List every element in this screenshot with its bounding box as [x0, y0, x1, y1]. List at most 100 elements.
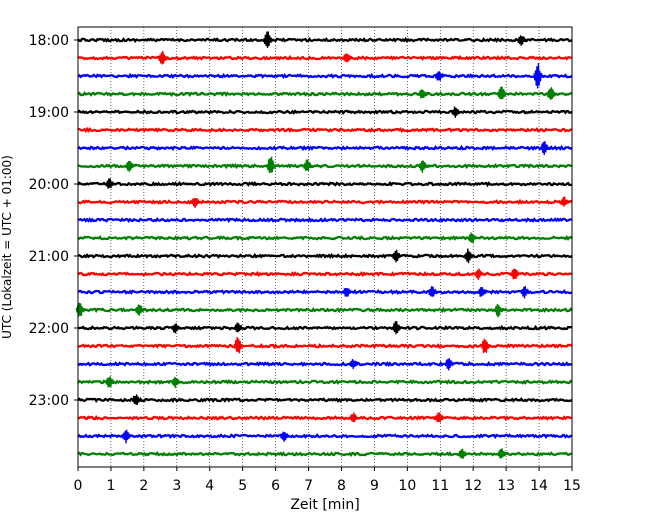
seismic-event [342, 53, 354, 63]
x-tick-label: 3 [172, 478, 181, 494]
trace-line [77, 163, 573, 170]
seismic-event [493, 303, 505, 318]
trace-row [75, 302, 573, 318]
trace-line [77, 415, 573, 422]
seismic-event [121, 429, 133, 444]
y-tick-label: 22:00 [29, 321, 69, 337]
seismic-event [157, 50, 169, 65]
y-tick-label: 18:00 [29, 33, 69, 49]
y-tick-label: 19:00 [29, 105, 69, 121]
trace-row [77, 141, 573, 156]
seismic-event [533, 62, 545, 89]
seismic-event [190, 198, 202, 208]
x-tick-label: 13 [497, 478, 515, 494]
trace-line [77, 235, 573, 242]
trace-row [77, 268, 573, 280]
trace-line [77, 144, 573, 152]
x-tick-label: 15 [563, 478, 581, 494]
y-axis: 18:00 19:00 20:00 21:00 22:00 23:00 [29, 33, 78, 409]
x-tick-label: 10 [398, 478, 416, 494]
trace-line [77, 54, 573, 61]
seismic-event [497, 86, 508, 100]
seismic-event [342, 287, 354, 297]
y-tick-label: 20:00 [29, 177, 69, 193]
seismic-event [125, 160, 136, 172]
trace-row [77, 31, 573, 48]
trace-line [77, 198, 573, 206]
trace-row [77, 376, 573, 389]
trace-line [77, 180, 573, 188]
seismic-event [233, 322, 245, 333]
trace-line [77, 324, 573, 331]
trace-row [77, 394, 573, 405]
x-tick-label: 12 [464, 478, 482, 494]
seismic-event [171, 377, 182, 389]
seismic-event [540, 141, 551, 156]
x-axis-title: Zeit [min] [290, 497, 359, 513]
seismic-event [457, 448, 469, 459]
trace-line [77, 379, 573, 385]
seismic-event [105, 178, 116, 189]
trace-row [77, 429, 573, 444]
y-tick-label: 23:00 [29, 393, 69, 409]
seismic-event [233, 336, 245, 354]
seismic-event [302, 159, 314, 172]
trace-line [77, 72, 573, 79]
trace-row [77, 285, 573, 299]
seismic-event [451, 106, 462, 118]
x-tick-label: 2 [139, 478, 148, 494]
trace-row [77, 412, 573, 423]
seismic-event [131, 394, 143, 405]
trace-line [77, 360, 573, 368]
trace-line [77, 343, 573, 350]
x-tick-label: 8 [337, 478, 346, 494]
trace-row [77, 178, 573, 189]
traces-layer [75, 31, 573, 459]
x-tick-label: 7 [304, 478, 313, 494]
x-tick-label: 9 [370, 478, 379, 494]
trace-line [77, 36, 573, 43]
x-tick-label: 6 [271, 478, 280, 494]
seismic-event [391, 249, 403, 263]
trace-row [77, 358, 573, 371]
seismic-event [516, 35, 528, 46]
trace-row [77, 248, 573, 264]
trace-line [77, 91, 573, 98]
trace-row [77, 62, 573, 89]
seismic-event [134, 304, 146, 316]
seismic-event [477, 286, 489, 297]
seismic-event [559, 196, 571, 207]
seismic-event [279, 431, 291, 442]
trace-row [77, 50, 573, 65]
trace-line [77, 433, 573, 440]
seismic-event [266, 156, 278, 173]
seismic-event [444, 358, 456, 371]
x-tick-label: 4 [205, 478, 214, 494]
seismic-event [497, 448, 508, 459]
trace-line [77, 126, 573, 134]
y-tick-label: 21:00 [29, 249, 69, 265]
trace-line [77, 270, 573, 278]
plot-frame [77, 26, 573, 468]
seismic-event [520, 285, 532, 299]
seismic-event [464, 248, 476, 264]
seismic-event [510, 268, 522, 280]
seismic-event [171, 323, 182, 334]
trace-line [77, 288, 573, 295]
seismic-event [348, 412, 360, 423]
trace-line [77, 306, 573, 314]
trace-line [77, 396, 573, 404]
trace-line [77, 252, 573, 259]
x-tick-label: 0 [74, 478, 83, 494]
x-axis: 0 1 2 3 4 5 6 7 8 9 10 11 12 13 14 15 [74, 467, 581, 494]
x-tick-label: 5 [238, 478, 247, 494]
trace-row [77, 321, 573, 335]
trace-row [77, 156, 573, 173]
trace-line [77, 216, 573, 224]
x-tick-label: 11 [431, 478, 449, 494]
x-tick-label: 1 [106, 478, 115, 494]
trace-row [77, 106, 573, 118]
seismic-event [474, 268, 485, 280]
seismic-event [418, 160, 429, 173]
